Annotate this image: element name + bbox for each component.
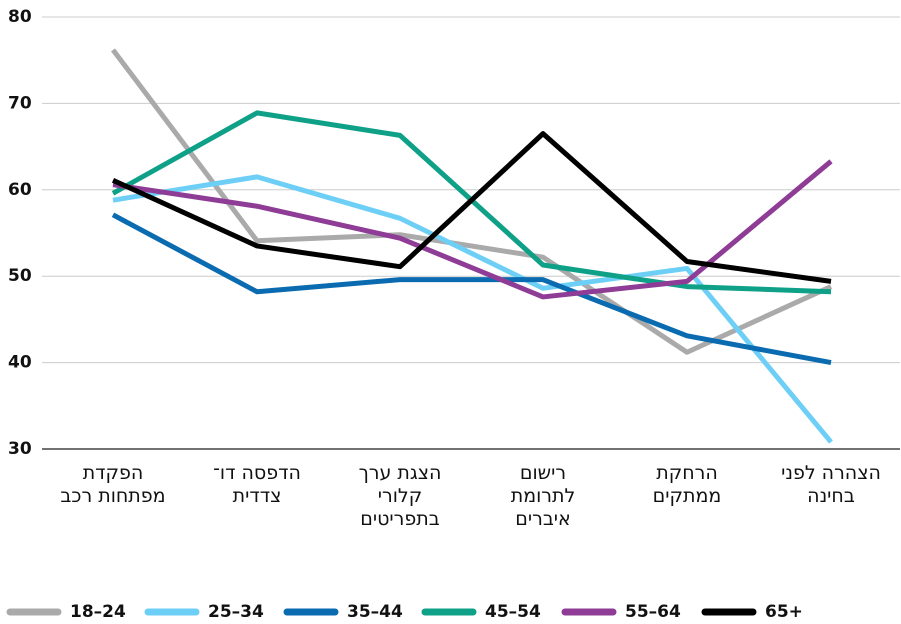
y-tick-label: 40 <box>8 353 32 373</box>
x-tick-label: הצגת ערך קלורי בתפריטים <box>358 462 442 530</box>
line <box>111 212 832 366</box>
x-tick-label: הדפסה דו־ צדדית <box>213 462 301 507</box>
legend-label: 18–24 <box>70 602 126 622</box>
legend-label: 25–34 <box>208 602 264 622</box>
y-tick-label: 60 <box>8 180 32 200</box>
y-tick-label: 70 <box>8 93 32 113</box>
line <box>112 159 833 300</box>
y-tick-label: 50 <box>8 266 32 286</box>
legend-label: 45–54 <box>485 602 541 622</box>
x-tick-label: הפקדת מפתחות רכב <box>60 462 166 507</box>
legend-label: 35–44 <box>347 602 403 622</box>
legend-label: 55–64 <box>625 602 681 622</box>
x-tick-label: הצהרה לפני בחינה <box>781 462 881 507</box>
x-tick-label: רישום לתרומת איברים <box>510 462 576 530</box>
y-tick-label: 80 <box>8 7 32 27</box>
x-tick-label: הרחקת ממתקים <box>652 462 722 507</box>
line <box>111 131 832 284</box>
line <box>112 174 833 444</box>
legend-label: 65+ <box>765 602 803 622</box>
y-tick-label: 30 <box>8 439 32 459</box>
